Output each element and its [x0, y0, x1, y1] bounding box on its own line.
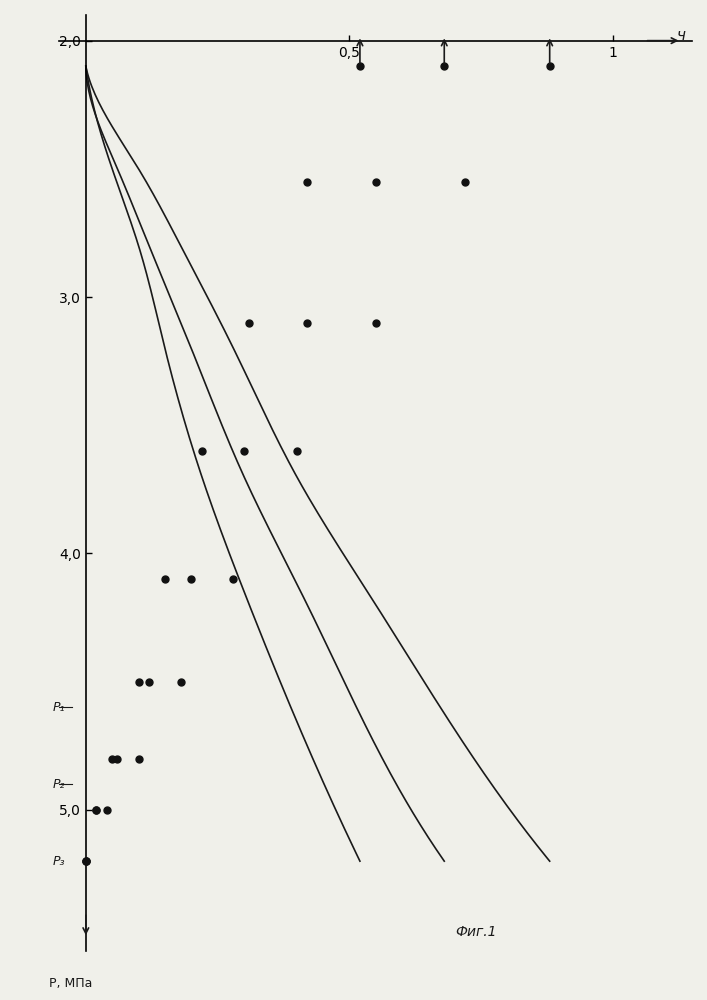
Point — [80, 853, 91, 869]
Point — [228, 571, 239, 587]
Text: P, МПа: P, МПа — [49, 977, 93, 990]
Point — [354, 58, 366, 74]
Point — [90, 802, 102, 818]
Text: Фиг.1: Фиг.1 — [455, 925, 496, 939]
Point — [291, 443, 303, 459]
Point — [196, 443, 207, 459]
Point — [80, 853, 91, 869]
Point — [238, 443, 250, 459]
Point — [302, 315, 313, 331]
Point — [186, 571, 197, 587]
Point — [107, 751, 118, 767]
Text: P₂: P₂ — [52, 778, 65, 791]
Point — [101, 802, 112, 818]
Point — [90, 802, 102, 818]
Point — [438, 58, 450, 74]
Point — [370, 315, 381, 331]
Text: ч: ч — [676, 28, 685, 43]
Point — [133, 674, 144, 690]
Point — [80, 853, 91, 869]
Text: P₃: P₃ — [52, 855, 65, 868]
Point — [175, 674, 187, 690]
Point — [302, 174, 313, 190]
Point — [244, 315, 255, 331]
Point — [460, 174, 471, 190]
Point — [370, 174, 381, 190]
Point — [133, 751, 144, 767]
Point — [544, 58, 555, 74]
Text: P₁: P₁ — [52, 701, 65, 714]
Point — [112, 751, 123, 767]
Point — [144, 674, 155, 690]
Point — [159, 571, 170, 587]
